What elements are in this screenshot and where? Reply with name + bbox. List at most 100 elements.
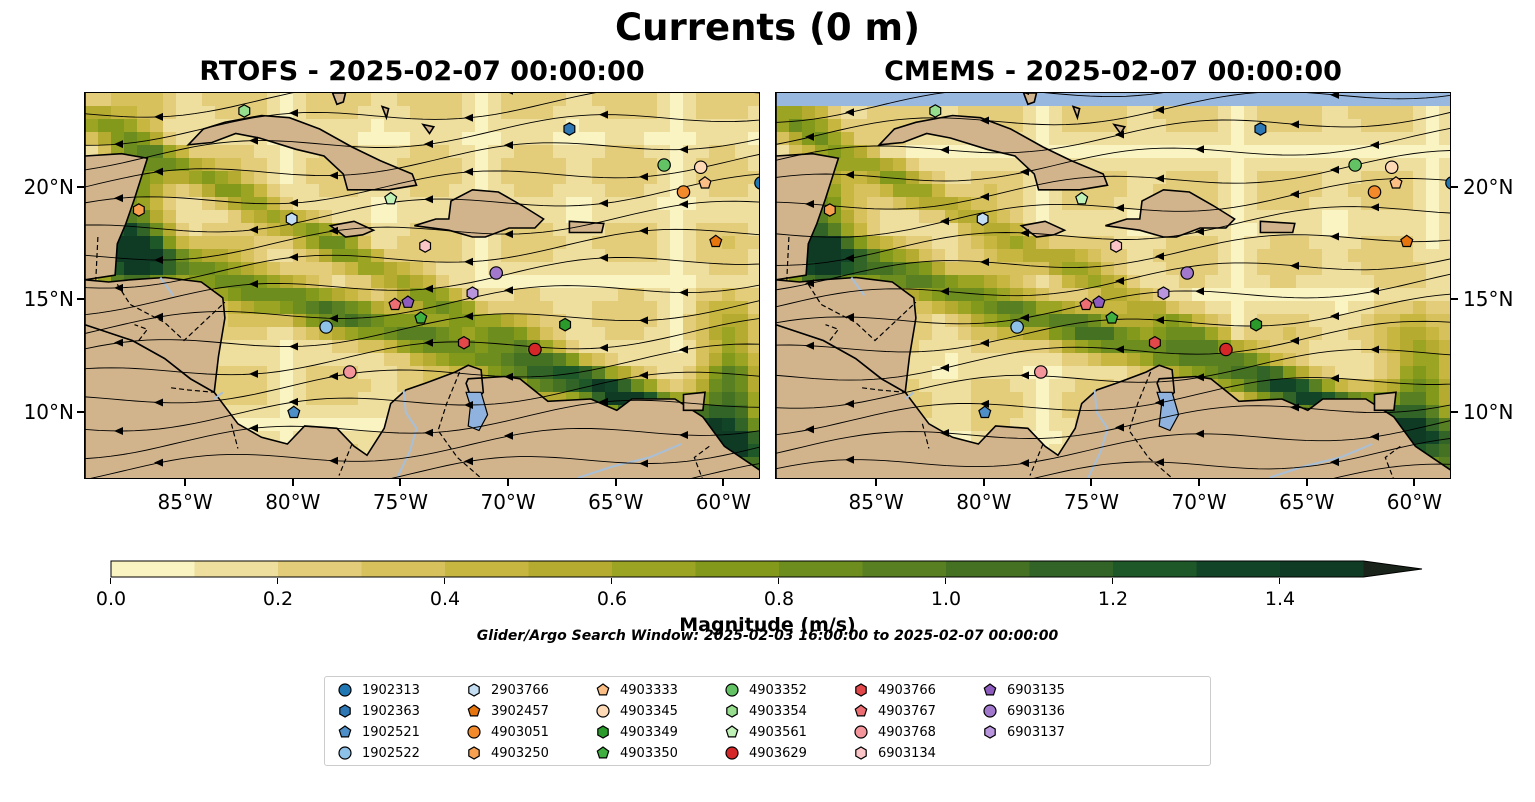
colorbar-bin bbox=[1196, 561, 1281, 577]
float-marker-6903136 bbox=[489, 266, 503, 280]
colorbar-tick-mark bbox=[945, 578, 946, 584]
legend-label: 6903134 bbox=[878, 745, 936, 761]
float-marker-4903629 bbox=[1219, 342, 1233, 357]
land-bahamas2 bbox=[380, 105, 390, 121]
land-bahamas3 bbox=[421, 123, 436, 135]
lon-tick-label: 75°W bbox=[1063, 490, 1120, 514]
landmasses-cmems bbox=[776, 93, 1450, 478]
lon-tick-mark bbox=[722, 479, 725, 486]
legend-item: 4903349 bbox=[595, 722, 678, 742]
legend-marker-icon bbox=[468, 746, 480, 760]
float-marker-6903134 bbox=[419, 239, 432, 253]
legend: 1902313 1902363 1902521 1902522 2903766 39024… bbox=[324, 676, 1211, 766]
lon-tick-mark bbox=[291, 479, 294, 486]
float-marker-4903767 bbox=[388, 297, 402, 311]
lat-tick-label-right: 10°N bbox=[1463, 399, 1514, 424]
float-marker-4903768 bbox=[1034, 365, 1048, 379]
figure-title: Currents (0 m) bbox=[614, 6, 920, 49]
lat-tick-label-left: 20°N bbox=[23, 174, 74, 199]
lon-tick-label: 80°W bbox=[265, 490, 321, 514]
landmasses-rtofs bbox=[85, 93, 759, 478]
legend-marker-icon bbox=[596, 746, 610, 759]
float-marker-4903333 bbox=[698, 176, 712, 189]
map-rtofs-svg bbox=[85, 93, 759, 478]
float-marker-6903134 bbox=[1110, 239, 1123, 253]
float-marker-6903135 bbox=[401, 295, 415, 308]
colorbar-tick-mark bbox=[277, 578, 278, 584]
float-marker-1902521 bbox=[287, 405, 301, 419]
colorbar-tick-mark bbox=[1279, 578, 1280, 584]
colorbar-bin bbox=[695, 561, 780, 577]
legend-item: 4903768 bbox=[853, 722, 936, 742]
lat-tick-label-left: 10°N bbox=[23, 399, 74, 424]
lon-tick-label: 85°W bbox=[848, 490, 904, 514]
streamlines-rtofs bbox=[85, 93, 759, 478]
legend-marker-icon bbox=[467, 704, 481, 717]
legend-item: 4903767 bbox=[853, 701, 936, 721]
legend-item: 6903134 bbox=[853, 743, 936, 763]
legend-item: 4903629 bbox=[724, 743, 807, 763]
legend-label: 4903350 bbox=[620, 745, 678, 761]
colorbar-bin bbox=[194, 561, 279, 577]
legend-marker-icon bbox=[339, 704, 351, 718]
float-marker-6903137 bbox=[466, 286, 479, 301]
float-marker-4903766 bbox=[1148, 335, 1161, 350]
float-marker-1902313 bbox=[1445, 176, 1450, 190]
legend-item: 3902457 bbox=[466, 701, 549, 721]
float-marker-4903354 bbox=[238, 104, 251, 118]
float-marker-6903137 bbox=[1157, 286, 1170, 301]
rivers-cmems bbox=[850, 276, 1373, 478]
rivers-rtofs bbox=[159, 276, 682, 478]
lon-tick-mark bbox=[1090, 479, 1093, 486]
legend-label: 4903766 bbox=[878, 682, 936, 698]
map-cmems-svg bbox=[776, 93, 1450, 478]
legend-label: 4903349 bbox=[620, 724, 678, 740]
legend-label: 2903766 bbox=[491, 682, 549, 698]
lon-tick-mark bbox=[614, 479, 617, 486]
legend-item: 2903766 bbox=[466, 680, 549, 700]
float-marker-4903561 bbox=[384, 191, 398, 205]
map-panel-rtofs bbox=[84, 92, 760, 479]
land-bahamas3 bbox=[1112, 123, 1127, 135]
panel-title-rtofs: RTOFS - 2025-02-07 00:00:00 bbox=[199, 56, 645, 87]
legend-label: 6903135 bbox=[1007, 682, 1065, 698]
land-southAmerica bbox=[776, 323, 1450, 478]
legend-item: 4903345 bbox=[595, 701, 678, 721]
colorbar-tick-label: 0.8 bbox=[763, 588, 795, 610]
legend-label: 6903137 bbox=[1007, 724, 1065, 740]
land-cuba bbox=[877, 114, 1109, 191]
float-markers-rtofs bbox=[132, 104, 759, 419]
legend-item: 4903352 bbox=[724, 680, 807, 700]
legend-item: 4903766 bbox=[853, 680, 936, 700]
land-yucatan bbox=[776, 93, 840, 281]
lon-tick-label: 85°W bbox=[157, 490, 213, 514]
legend-marker-icon bbox=[854, 725, 868, 739]
lon-tick-label: 65°W bbox=[1279, 490, 1335, 514]
colorbar-bin bbox=[946, 561, 1030, 577]
lon-tick-mark bbox=[399, 479, 402, 486]
legend-item: 4903333 bbox=[595, 680, 678, 700]
colorbar-bin bbox=[1113, 561, 1197, 577]
legend-label: 1902313 bbox=[362, 682, 420, 698]
lat-tick-mark bbox=[1451, 410, 1458, 413]
float-marker-4903349 bbox=[1250, 317, 1263, 332]
legend-label: 4903561 bbox=[749, 724, 807, 740]
lon-tick-mark bbox=[1198, 479, 1201, 486]
current-magnitude-field-cmems bbox=[776, 93, 1450, 478]
float-marker-4903767 bbox=[1079, 297, 1093, 311]
float-marker-4903766 bbox=[457, 335, 470, 350]
legend-marker-icon bbox=[854, 704, 868, 717]
float-marker-4903350 bbox=[414, 311, 428, 324]
lon-tick-label: 70°W bbox=[480, 490, 536, 514]
borders-cmems bbox=[786, 236, 1401, 478]
lon-tick-mark bbox=[1413, 479, 1416, 486]
float-marker-4903352 bbox=[657, 158, 671, 172]
legend-label: 4903051 bbox=[491, 724, 549, 740]
colorbar-tick-label: 1.4 bbox=[1264, 588, 1296, 610]
float-marker-4903250 bbox=[132, 203, 145, 217]
colorbar-bin bbox=[1029, 561, 1114, 577]
land-bahamas1 bbox=[1022, 93, 1038, 106]
legend-item: 1902363 bbox=[337, 701, 420, 721]
legend-marker-icon bbox=[596, 683, 610, 696]
legend-marker-icon bbox=[725, 746, 739, 760]
